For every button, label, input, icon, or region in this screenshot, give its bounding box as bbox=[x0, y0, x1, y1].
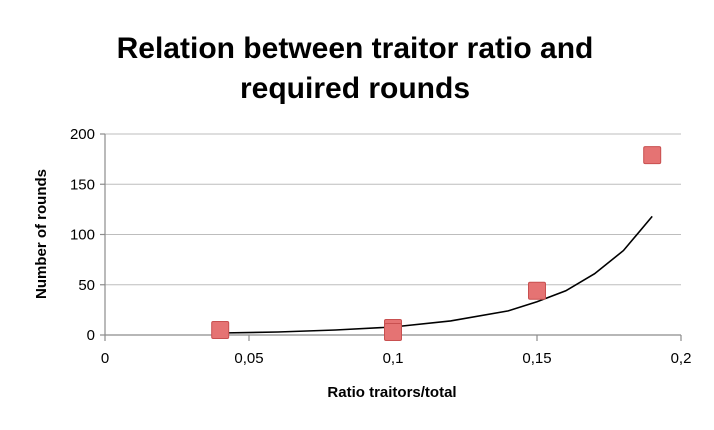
y-tick-label: 100 bbox=[70, 227, 95, 244]
trend-line bbox=[220, 215, 653, 334]
x-tick-label: 0,1 bbox=[383, 350, 404, 367]
data-point-marker bbox=[211, 320, 230, 339]
y-tick-label: 150 bbox=[70, 176, 95, 193]
y-tick-label: 200 bbox=[70, 126, 95, 143]
data-point-marker bbox=[643, 146, 662, 165]
x-tick-label: 0,2 bbox=[671, 350, 692, 367]
x-tick-label: 0,15 bbox=[522, 350, 551, 367]
chart-title-line-1: Relation between traitor ratio and bbox=[117, 32, 594, 65]
x-tick-label: 0,05 bbox=[234, 350, 263, 367]
data-point-marker bbox=[384, 322, 402, 341]
data-point-marker bbox=[528, 281, 546, 300]
x-axis-label: Ratio traitors/total bbox=[327, 384, 456, 401]
y-axis-label: Number of rounds bbox=[33, 169, 50, 299]
y-tick-label: 50 bbox=[78, 277, 95, 294]
y-tick-label: 0 bbox=[87, 327, 95, 344]
x-tick-label: 0 bbox=[101, 350, 109, 367]
chart-title-line-2: required rounds bbox=[240, 72, 470, 105]
